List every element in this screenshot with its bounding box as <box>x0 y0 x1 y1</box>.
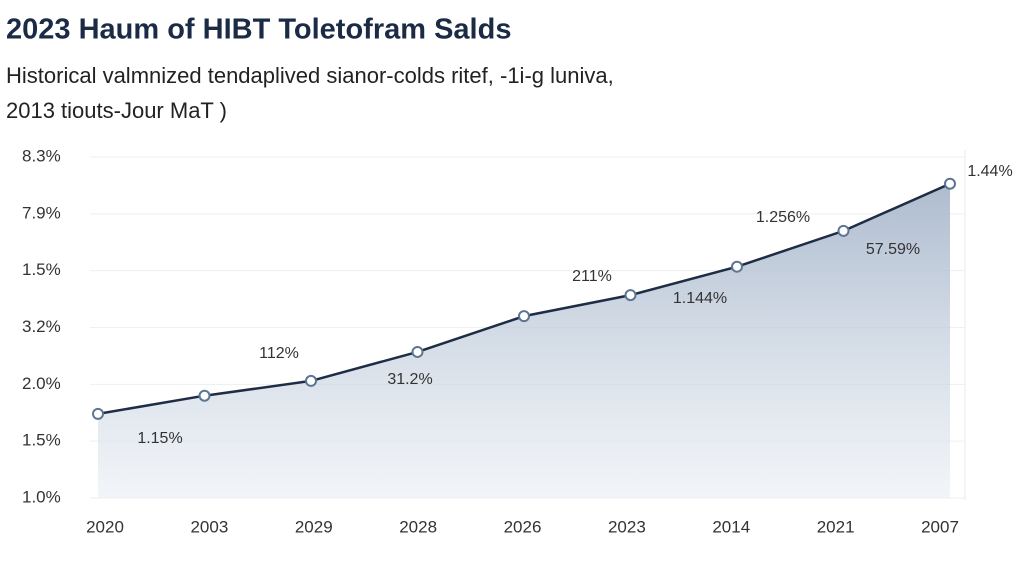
point <box>731 260 743 273</box>
data-label: 31.2% <box>387 371 432 388</box>
y-tick-label: 2.0% <box>22 374 61 393</box>
x-tick-label: 2029 <box>295 517 333 536</box>
data-label: 1.256% <box>756 209 810 226</box>
area-fill <box>98 183 950 498</box>
x-tick-label: 2003 <box>190 517 228 536</box>
x-tick-label: 2007 <box>921 517 959 536</box>
y-tick-label: 1.0% <box>22 487 61 506</box>
point <box>198 389 211 402</box>
point <box>518 310 530 323</box>
data-label: 1.44% <box>967 163 1012 180</box>
x-tick-label: 2026 <box>504 517 542 536</box>
point <box>92 407 104 420</box>
data-label: 112% <box>259 345 299 362</box>
y-tick-label: 3.2% <box>22 317 61 336</box>
point <box>837 224 850 237</box>
chart-title: 2023 Haum of HIBT Toletofram Salds <box>6 14 511 46</box>
data-label: 57.59% <box>866 241 920 258</box>
chart-subtitle: Historical valmnized tendaplived sianor-… <box>6 63 614 88</box>
point <box>305 374 317 387</box>
data-label: 1.144% <box>673 290 727 307</box>
point <box>944 177 956 190</box>
data-label: 1.15% <box>137 430 182 447</box>
x-tick-label: 2021 <box>817 517 855 536</box>
y-tick-label: 1.5% <box>22 431 61 450</box>
y-tick-label: 7.9% <box>22 203 61 222</box>
x-tick-label: 2020 <box>86 517 124 536</box>
point <box>624 289 637 302</box>
point <box>411 345 424 358</box>
x-tick-label: 2014 <box>712 517 750 536</box>
y-tick-label: 8.3% <box>22 146 61 165</box>
chart-subtitle: 2013 tiouts-Jour MaT ) <box>6 98 227 123</box>
y-tick-label: 1.5% <box>22 260 61 279</box>
x-tick-label: 2023 <box>608 517 646 536</box>
data-label: 211% <box>572 268 612 285</box>
x-tick-label: 2028 <box>399 517 437 536</box>
